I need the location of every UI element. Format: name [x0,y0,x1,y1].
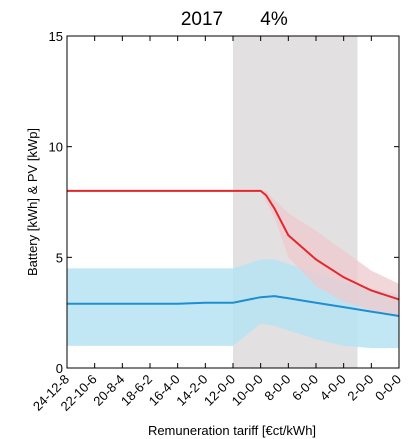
pv-series-line [67,189,400,301]
x-tick-label: 0-0-0 [372,372,404,404]
chart-title: 2017 4% [181,9,288,30]
x-tick-label: 2-0-0 [344,372,376,404]
y-tick-label: 5 [56,250,63,265]
y-tick-label: 15 [49,29,63,44]
x-tick-label: 4-0-0 [317,372,349,404]
y-tick-label: 0 [56,361,63,376]
x-axis-label: Remuneration tariff [€ct/kWh] [148,423,316,438]
x-tick-label: 10-0-0 [229,372,266,409]
y-tick-label: 10 [49,140,63,155]
battery-series-line [67,295,400,317]
chart-title-rate: 4% [260,9,288,30]
pv-uncertainty-band [67,190,399,318]
x-tick-label: 6-0-0 [289,372,321,404]
x-tick-label: 8-0-0 [261,372,293,404]
chart-title-year: 2017 [181,9,223,30]
y-axis-label: Battery [kWh] & PV [kWp] [25,128,40,276]
plot-area: 05101524-12-822-10-620-8-418-6-216-4-014… [30,29,404,414]
